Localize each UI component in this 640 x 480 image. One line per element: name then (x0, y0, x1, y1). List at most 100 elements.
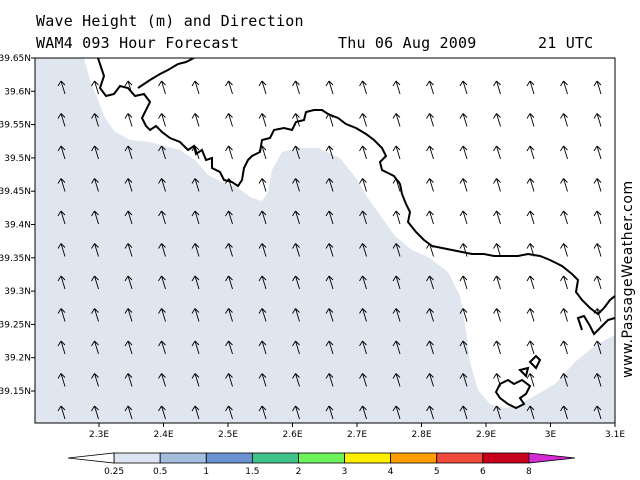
wave-direction-arrow (426, 275, 434, 290)
wave-direction-arrow (459, 210, 468, 225)
wave-direction-arrow (493, 243, 501, 257)
wave-direction-arrow (292, 373, 300, 387)
wave-direction-arrow (392, 210, 401, 225)
direction-arrows (57, 80, 635, 420)
wave-direction-arrow (526, 275, 535, 290)
colorbar-swatch (390, 452, 438, 464)
wave-direction-arrow (91, 210, 99, 225)
wave-direction-arrow (526, 243, 535, 257)
colorbar-label: 0.25 (104, 467, 124, 477)
wave-direction-arrow (493, 340, 501, 355)
wave-direction-arrow (91, 275, 99, 290)
wave-direction-arrow (124, 373, 133, 387)
map-frame (34, 57, 616, 424)
wave-direction-arrow (560, 210, 568, 225)
wave-direction-arrow (459, 145, 468, 160)
wave-direction-arrow (459, 178, 468, 192)
wave-direction-arrow (593, 275, 602, 290)
wave-direction-arrow (359, 405, 367, 420)
wave-direction-arrow (325, 80, 334, 95)
wave-direction-arrow (191, 113, 200, 127)
lat-label: 39.55N (0, 121, 31, 131)
wave-direction-arrow (124, 405, 133, 420)
wave-direction-arrow (392, 373, 401, 387)
wave-direction-arrow (158, 405, 166, 420)
lon-label: 2.3E (89, 430, 109, 440)
wave-direction-arrow (191, 243, 200, 257)
land-mallorca (35, 58, 615, 408)
colorbar-label: 5 (434, 467, 440, 477)
lat-label: 39.2N (4, 354, 31, 364)
wave-direction-arrow (191, 340, 200, 355)
wave-direction-arrow (526, 113, 535, 127)
wave-direction-arrow (459, 113, 468, 127)
wave-direction-arrow (191, 275, 200, 290)
lat-label: 39.15N (0, 387, 31, 397)
wave-direction-arrow (560, 405, 568, 420)
wave-direction-arrow (426, 308, 434, 322)
wave-direction-arrow (560, 275, 568, 290)
wave-direction-arrow (225, 308, 233, 322)
wave-direction-arrow (292, 113, 300, 127)
wave-direction-arrow (459, 373, 468, 387)
coastline (97, 58, 615, 316)
lon-label: 2.7E (347, 430, 367, 440)
wave-direction-arrow (593, 80, 602, 95)
forecast-time: 21 UTC (538, 34, 594, 52)
wave-direction-arrow (359, 210, 367, 225)
wave-direction-arrow (124, 113, 133, 127)
latitude-labels: 39.65N 39.6N 39.55N 39.5N 39.45N 39.4N 39.35N 3… (0, 54, 35, 397)
wave-direction-arrow (426, 178, 434, 192)
wave-direction-arrow (426, 80, 434, 95)
wave-direction-arrow (225, 80, 233, 95)
wave-direction-arrow (158, 308, 166, 322)
wave-direction-arrow (158, 373, 166, 387)
colorbar-swatch (482, 452, 530, 464)
wave-direction-arrow (91, 308, 99, 322)
wave-direction-arrow (225, 275, 233, 290)
wave-direction-arrow (292, 405, 300, 420)
colorbar-swatch (251, 452, 299, 464)
wave-direction-arrow (225, 373, 233, 387)
wave-direction-arrow (392, 405, 401, 420)
wave-direction-arrow (560, 178, 568, 192)
wave-direction-arrow (628, 81, 635, 94)
wave-direction-arrow (426, 243, 434, 257)
wave-direction-arrow (91, 80, 99, 95)
wave-direction-arrow (91, 243, 99, 257)
wave-direction-arrow (560, 80, 568, 95)
wave-direction-arrow (392, 145, 401, 160)
longitude-labels: 2.3E 2.4E 2.5E 2.6E 2.7E 2.8E 2.9E 3E 3.1E (89, 423, 625, 440)
wave-direction-arrow (258, 178, 267, 192)
wave-direction-arrow (158, 243, 166, 257)
lon-label: 3E (545, 430, 557, 440)
wave-direction-arrow (526, 373, 535, 387)
lon-label: 2.8E (412, 430, 432, 440)
wave-direction-arrow (191, 308, 200, 322)
wave-direction-arrow (191, 405, 200, 420)
wave-direction-arrow (392, 308, 401, 322)
wave-direction-arrow (426, 145, 434, 160)
wave-direction-arrow (325, 113, 334, 127)
colorbar-swatch (67, 452, 115, 464)
wave-direction-arrow (392, 243, 401, 257)
wave-direction-arrow (593, 243, 602, 257)
wave-direction-arrow (493, 275, 501, 290)
wave-direction-arrow (258, 308, 267, 322)
wave-direction-arrow (292, 178, 300, 192)
colorbar-label: 4 (388, 467, 394, 477)
wave-direction-arrow (359, 308, 367, 322)
wave-direction-arrow (325, 373, 334, 387)
colorbar-swatch (113, 452, 161, 464)
wave-direction-arrow (560, 373, 568, 387)
colorbar-label: 1 (203, 467, 209, 477)
wave-direction-arrow (526, 80, 535, 95)
wave-direction-arrow (57, 373, 66, 387)
forecast-date: Thu 06 Aug 2009 (338, 34, 477, 52)
wave-direction-arrow (426, 373, 434, 387)
wave-direction-arrow (57, 210, 66, 225)
wave-direction-arrow (292, 275, 300, 290)
colorbar-label: 0.5 (153, 467, 167, 477)
island-cabrera (494, 354, 542, 410)
